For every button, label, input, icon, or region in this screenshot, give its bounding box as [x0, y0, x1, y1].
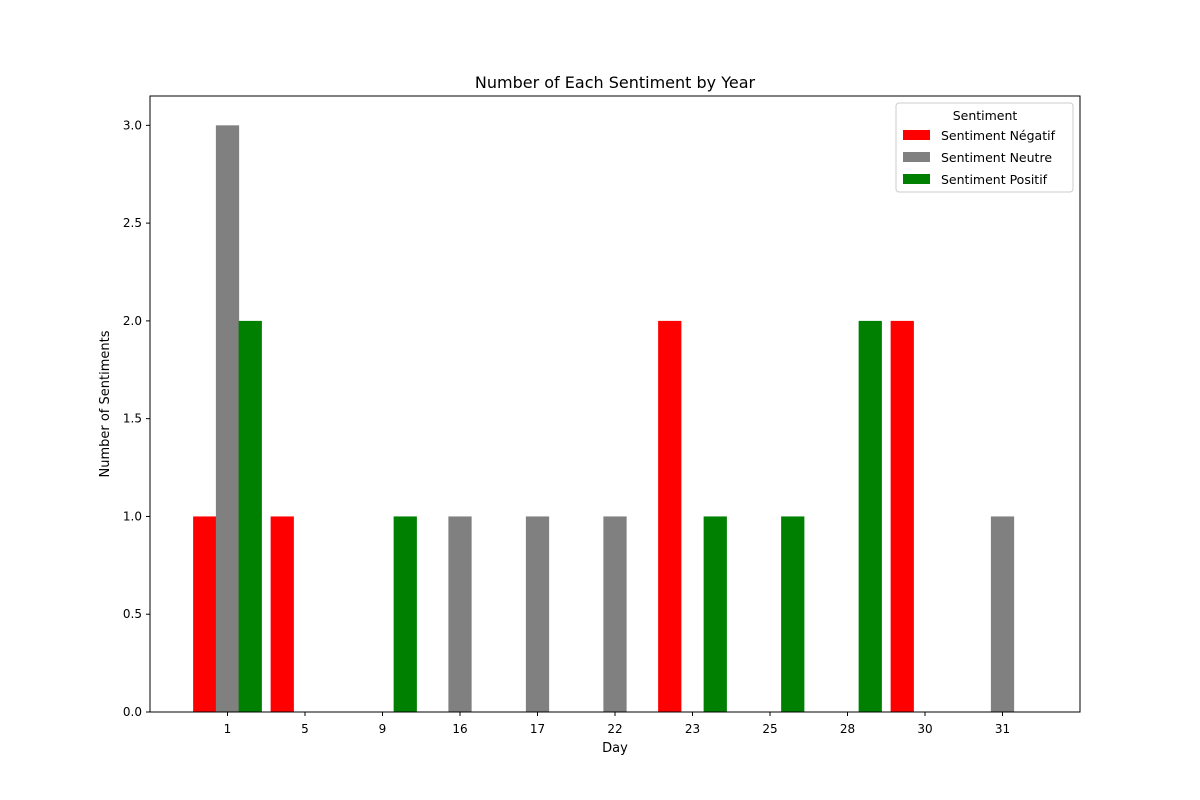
- x-tick-label: 22: [607, 722, 622, 736]
- legend-box: [895, 102, 1074, 193]
- bar-sentiment-n-gatif-day-5: [270, 516, 294, 712]
- y-axis-ticks: 0.0 0.5 1.0 1.5 2.0 2.5 3.0: [123, 118, 150, 719]
- y-tick-label: 2.0: [123, 314, 142, 328]
- legend-label: Sentiment Positif: [941, 172, 1048, 187]
- x-tick-label: 17: [530, 722, 545, 736]
- legend-items: Sentiment Négatif Sentiment Neutre Sentime…: [903, 128, 1056, 187]
- legend-swatch-sentiment-neutre: [903, 152, 930, 162]
- bar-sentiment-neutre-day-22: [603, 516, 627, 712]
- y-tick-label: 2.5: [123, 216, 142, 230]
- legend-swatch-sentiment-positif: [903, 174, 930, 184]
- bar-sentiment-neutre-day-1: [215, 125, 240, 712]
- legend-title: Sentiment: [953, 108, 1018, 123]
- x-tick-label: 5: [301, 722, 309, 736]
- legend-swatch-sentiment-n-gatif: [903, 130, 930, 140]
- legend-label: Sentiment Neutre: [941, 150, 1052, 165]
- bar-sentiment-positif-day-23: [703, 516, 727, 712]
- bar-sentiment-n-gatif-day-1: [193, 516, 217, 712]
- x-tick-label: 16: [452, 722, 467, 736]
- y-tick-label: 0.5: [123, 607, 142, 621]
- y-tick-label: 3.0: [123, 118, 142, 132]
- bar-sentiment-positif-day-25: [781, 516, 805, 712]
- x-tick-label: 23: [685, 722, 700, 736]
- bars-group: [193, 125, 1015, 712]
- x-tick-label: 9: [379, 722, 387, 736]
- bar-sentiment-positif-day-1: [238, 320, 262, 712]
- bar-sentiment-neutre-day-16: [448, 516, 472, 712]
- bar-sentiment-n-gatif-day-23: [658, 320, 682, 712]
- x-tick-label: 31: [995, 722, 1010, 736]
- x-axis-ticks: 1 5 9 16 17 22 23 25 28 30 31: [224, 712, 1010, 736]
- x-tick-label: 30: [917, 722, 932, 736]
- y-tick-label: 0.0: [123, 705, 142, 719]
- bar-sentiment-neutre-day-17: [525, 516, 550, 712]
- legend-label: Sentiment Négatif: [941, 128, 1056, 143]
- plot-area-frame: [149, 95, 1081, 713]
- x-tick-label: 25: [762, 722, 777, 736]
- y-tick-label: 1.5: [123, 412, 142, 426]
- x-tick-label: 28: [840, 722, 855, 736]
- y-tick-label: 1.0: [123, 509, 142, 523]
- bar-sentiment-neutre-day-31: [990, 516, 1015, 712]
- legend: Sentiment Sentiment Négatif Sentiment Neu…: [895, 102, 1074, 193]
- chart-title: Number of Each Sentiment by Year: [475, 73, 756, 92]
- y-axis-label: Number of Sentiments: [98, 330, 113, 477]
- bar-sentiment-positif-day-9: [393, 516, 417, 712]
- x-tick-label: 1: [224, 722, 232, 736]
- bar-sentiment-positif-day-28: [858, 320, 882, 712]
- bar-sentiment-n-gatif-day-30: [890, 320, 914, 712]
- x-axis-label: Day: [602, 741, 628, 756]
